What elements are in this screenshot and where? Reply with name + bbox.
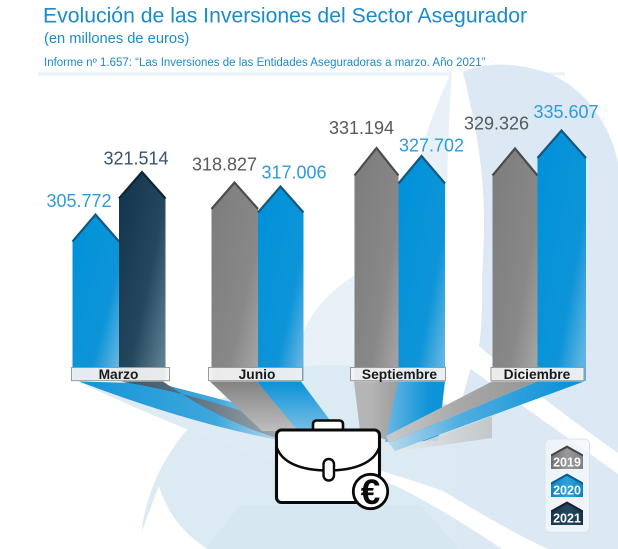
svg-text:Junio: Junio (239, 367, 276, 382)
svg-text:(en millones de euros): (en millones de euros) (44, 31, 189, 47)
svg-text:Septiembre: Septiembre (362, 367, 437, 382)
svg-text:329.326: 329.326 (464, 114, 529, 134)
svg-text:Informe nº 1.657: “Las Inversi: Informe nº 1.657: “Las Inversiones de la… (44, 57, 486, 69)
svg-text:2021: 2021 (553, 512, 581, 526)
svg-text:Marzo: Marzo (99, 367, 139, 382)
svg-text:Evolución de las Inversiones d: Evolución de las Inversiones del Sector … (43, 5, 527, 28)
svg-text:Diciembre: Diciembre (504, 367, 571, 382)
svg-text:321.514: 321.514 (103, 149, 168, 169)
svg-text:2020: 2020 (553, 484, 581, 498)
svg-text:331.194: 331.194 (329, 118, 394, 138)
svg-text:318.827: 318.827 (192, 155, 257, 175)
svg-text:335.607: 335.607 (533, 102, 598, 122)
svg-text:2019: 2019 (553, 456, 581, 470)
svg-text:€: € (361, 473, 380, 512)
svg-text:327.702: 327.702 (399, 136, 464, 156)
svg-text:317.006: 317.006 (261, 163, 326, 183)
svg-text:305.772: 305.772 (46, 191, 111, 211)
